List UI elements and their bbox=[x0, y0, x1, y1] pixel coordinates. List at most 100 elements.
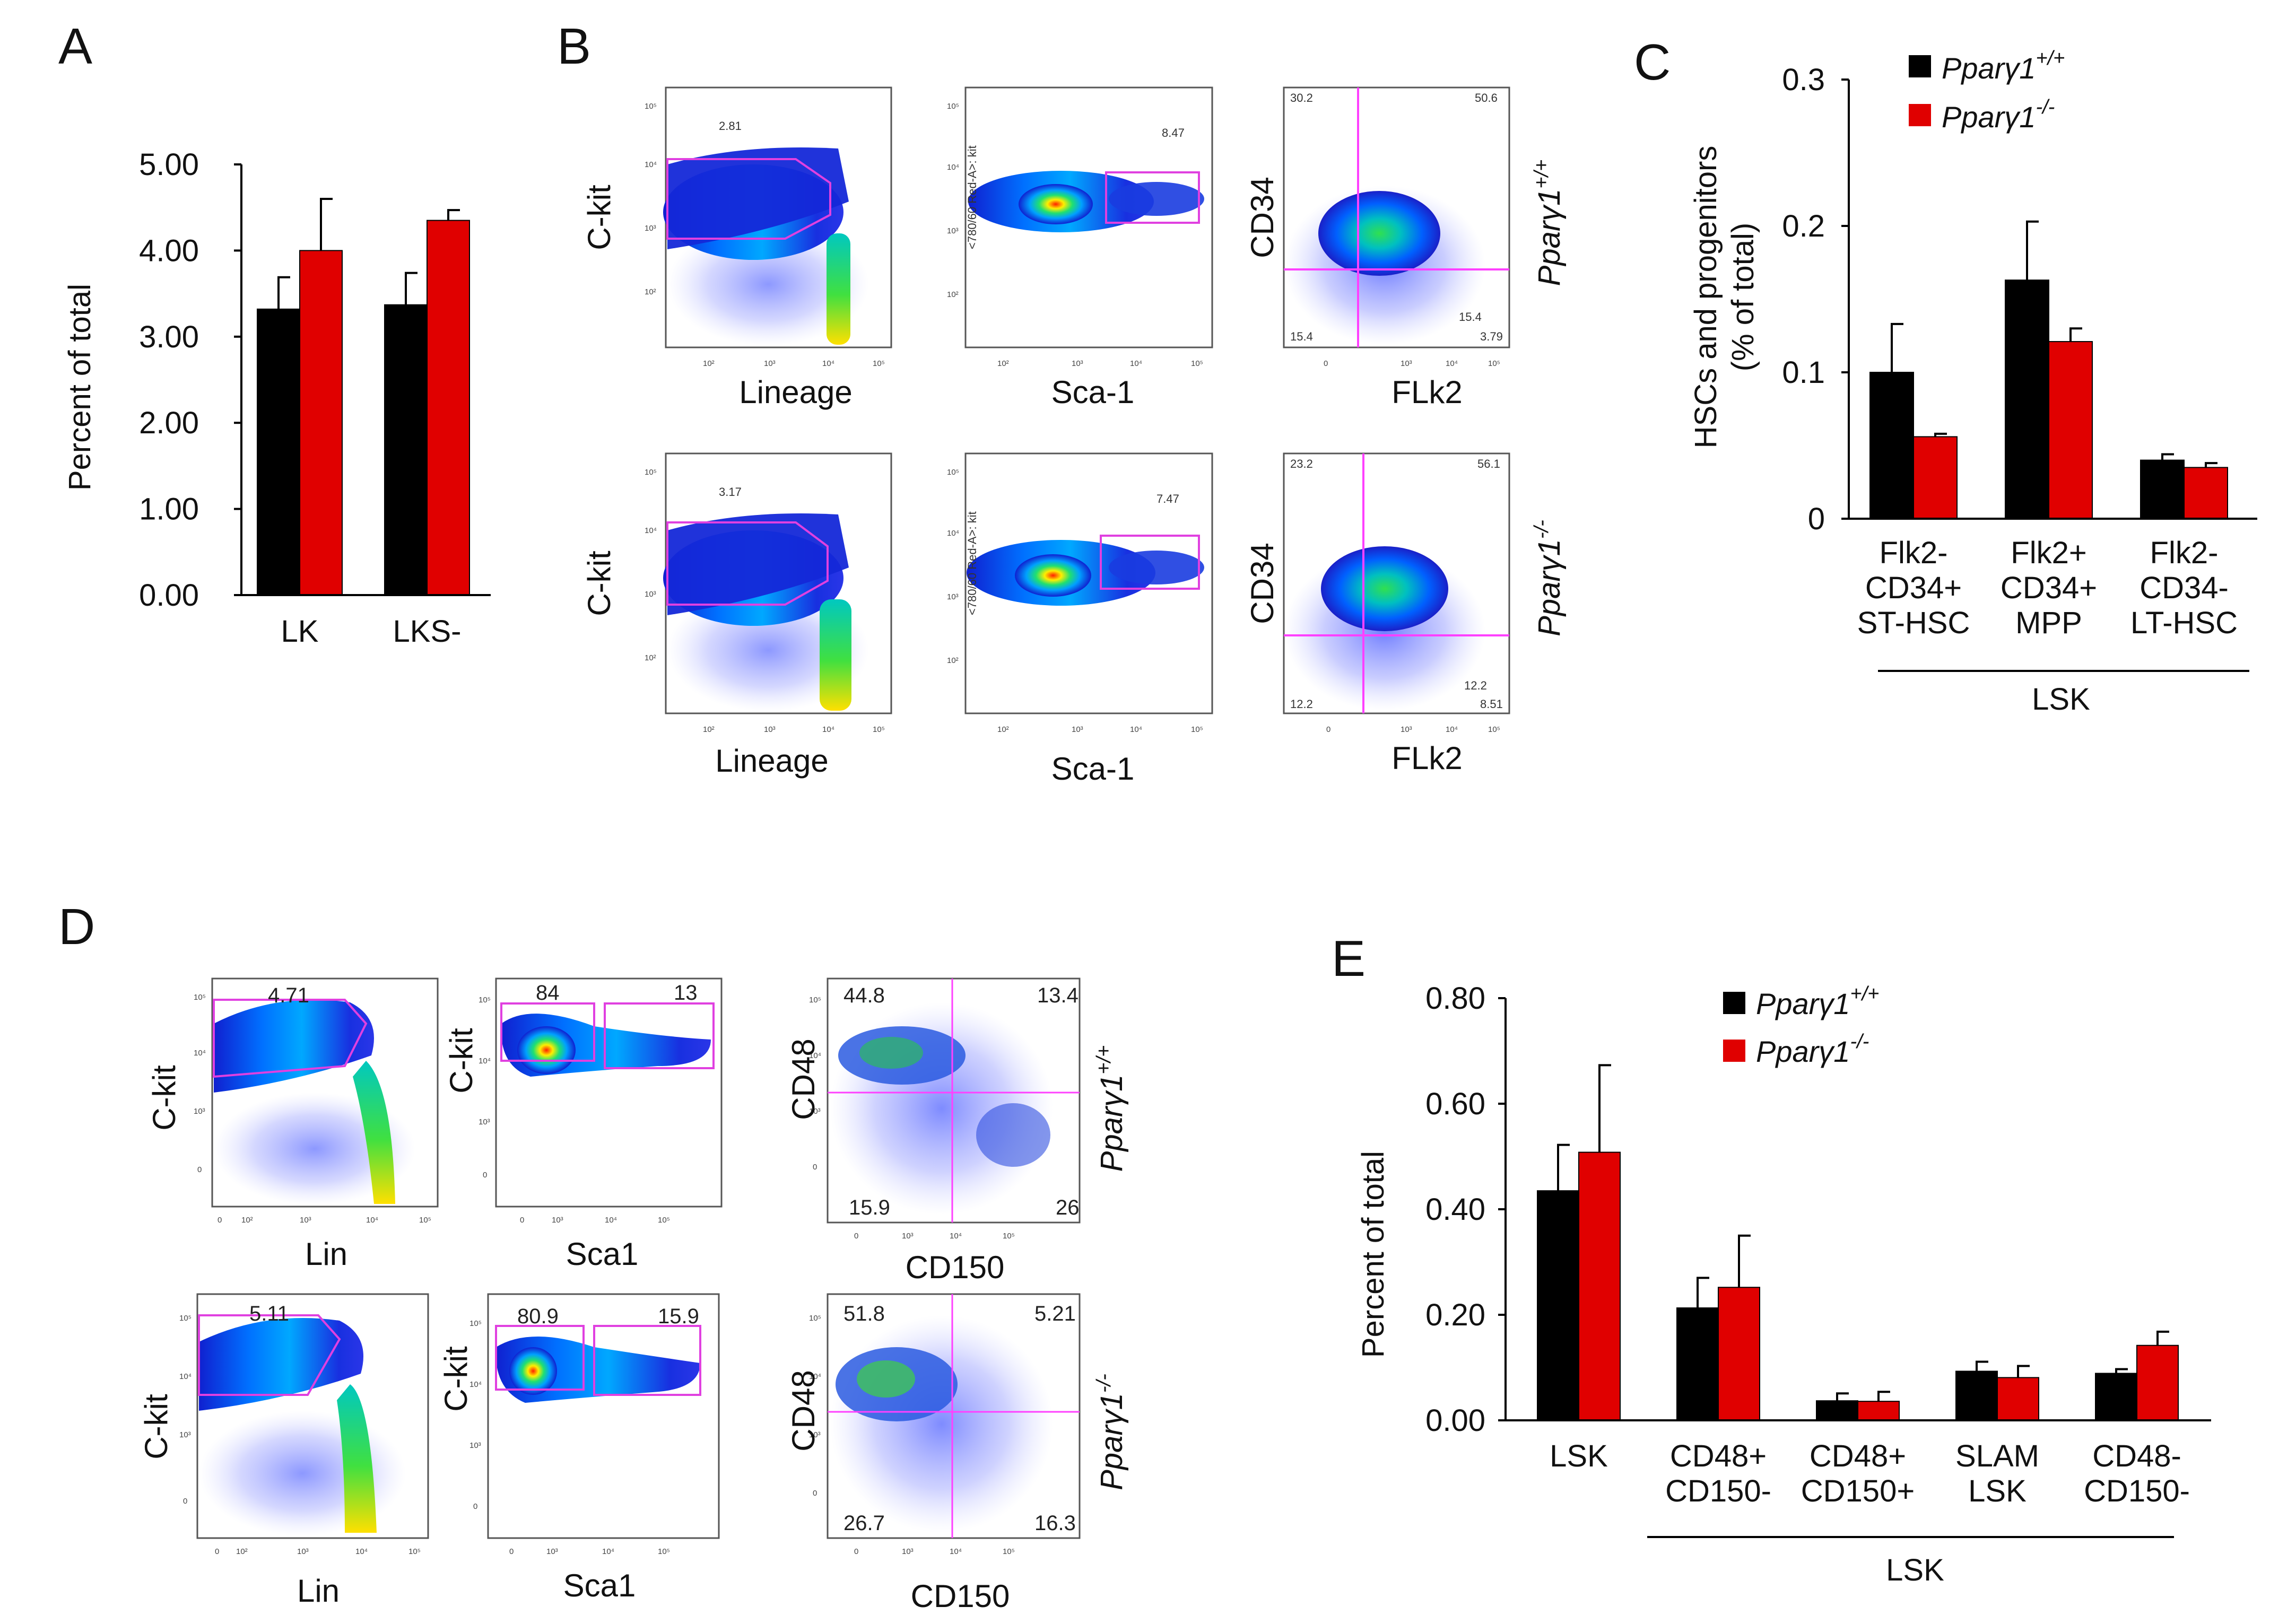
chart-a: Percent of total 0.00 1.00 2.00 3.00 4.00 5.0… bbox=[63, 147, 491, 649]
tick-label: 10⁴ bbox=[366, 1216, 378, 1225]
quadrant-tr-value: 50.6 bbox=[1475, 91, 1498, 104]
tick-label: 10² bbox=[703, 359, 715, 368]
x-category-label: Flk2+ bbox=[2011, 536, 2086, 570]
tick-label: 10³ bbox=[300, 1216, 311, 1225]
y-tick-label: 4.00 bbox=[139, 233, 199, 268]
quadrant-tr-value: 13.4 bbox=[1037, 984, 1079, 1007]
bar bbox=[2005, 280, 2049, 519]
tick-label: 10⁵ bbox=[419, 1216, 431, 1225]
x-category-label: CD34- bbox=[2140, 571, 2229, 605]
dense-core bbox=[857, 1360, 915, 1398]
tick-label: 10⁵ bbox=[947, 468, 959, 477]
plot-frame bbox=[487, 1293, 720, 1539]
chart-c-ylabel-line1: HSCs and progenitors bbox=[1689, 146, 1723, 449]
flow-b-row1-flk2-plot: 30.2 50.6 15.4 15.4 3.79 0 10³ 10⁴ 10⁵ F… bbox=[1245, 86, 1567, 410]
tick-label: 10⁴ bbox=[605, 1216, 617, 1225]
sca1-gate-lsk-neg bbox=[495, 1325, 585, 1391]
lineage-ylabel: C-kit bbox=[581, 185, 617, 250]
tick-label: 0 bbox=[473, 1502, 477, 1511]
dense-tail bbox=[1109, 551, 1204, 584]
tick-label: 10⁵ bbox=[179, 1314, 192, 1323]
sca1-gate-value: 8.47 bbox=[1162, 126, 1185, 139]
chart-e-legend: Pparγ1+/+ Pparγ1-/- bbox=[1723, 983, 1879, 1068]
chart-e-xticks: LSK CD48+CD150-CD48+CD150+SLAMLSKCD48-CD1… bbox=[1550, 1439, 2190, 1508]
tick-label: 10⁵ bbox=[479, 996, 491, 1005]
tick-label: 10² bbox=[997, 359, 1009, 368]
x-category-label: CD150- bbox=[2084, 1474, 2190, 1508]
y-tick-label: 0.20 bbox=[1425, 1298, 1485, 1332]
sca1-gate1-value: 84 bbox=[536, 981, 560, 1005]
tick-label: 10³ bbox=[1072, 359, 1083, 368]
plot-frame bbox=[495, 977, 723, 1208]
legend-e-ko-label: Pparγ1-/- bbox=[1756, 1031, 1869, 1068]
tick-label: 10³ bbox=[1072, 725, 1083, 734]
quadrant-tl-value: 30.2 bbox=[1290, 91, 1313, 104]
tick-label: 10⁴ bbox=[822, 725, 834, 734]
x-category-label: LSK bbox=[1968, 1474, 2027, 1508]
lineage-gate bbox=[198, 1314, 341, 1396]
lineage-gate-value: 4.71 bbox=[268, 984, 309, 1007]
dense-population bbox=[1318, 191, 1440, 276]
tick-label: 10⁴ bbox=[822, 359, 834, 368]
x-category-label: CD34+ bbox=[1865, 571, 1962, 605]
legend-c-wt-label: Pparγ1+/+ bbox=[1942, 47, 2065, 85]
tick-label: 0 bbox=[854, 1232, 858, 1241]
tick-label: 10⁵ bbox=[809, 1314, 821, 1323]
tick-label: 10⁴ bbox=[947, 529, 959, 538]
lineage-xlabel: Lineage bbox=[715, 743, 829, 779]
tick-label: 0 bbox=[183, 1497, 187, 1506]
y-tick-label: 0.2 bbox=[1782, 209, 1825, 243]
chart-c-xticks: Flk2-CD34+ST-HSCFlk2+CD34+MPPFlk2-CD34-L… bbox=[1857, 536, 2238, 640]
legend-c-ko-swatch bbox=[1909, 104, 1931, 126]
quadrant-bl-value: 26.7 bbox=[843, 1512, 885, 1535]
bar bbox=[2140, 459, 2185, 519]
tick-label: 0 bbox=[854, 1547, 858, 1556]
tick-label: 10⁴ bbox=[355, 1547, 368, 1556]
sca1-gate2-value: 13 bbox=[674, 981, 698, 1005]
y-tick-label: 0 bbox=[1808, 502, 1825, 536]
bar bbox=[2136, 1344, 2179, 1421]
tick-label: 0 bbox=[813, 1163, 817, 1172]
y-tick-label: 0.00 bbox=[139, 578, 199, 613]
tick-label: 10³ bbox=[1401, 725, 1412, 734]
genotype-label-d-row1: Pparγ1+/+ bbox=[1093, 1045, 1129, 1172]
tick-label: 10² bbox=[645, 653, 656, 662]
tick-label: 10² bbox=[997, 725, 1009, 734]
event-band bbox=[667, 147, 849, 249]
tick-label: 10⁵ bbox=[809, 996, 821, 1005]
tick-label: 10⁵ bbox=[873, 359, 885, 368]
tick-label: 10³ bbox=[479, 1117, 490, 1127]
tick-label: 10³ bbox=[297, 1547, 309, 1556]
tick-label: 10⁵ bbox=[1488, 359, 1500, 368]
y-tick-label: 5.00 bbox=[139, 147, 199, 182]
quadrant-tl-value: 44.8 bbox=[843, 984, 885, 1007]
panel-label-b: B bbox=[557, 18, 591, 75]
chart-a-yticks: 0.00 1.00 2.00 3.00 4.00 5.00 bbox=[139, 147, 241, 613]
flow-b-row2-lineage-plot: 3.17 10⁵ 10⁴ 10³ 10² 10² 10³ 10⁴ 10⁵ Lin… bbox=[581, 452, 892, 779]
tick-label: 10³ bbox=[194, 1107, 205, 1116]
tick-label: 10⁴ bbox=[1446, 359, 1458, 368]
tick-label: 10⁴ bbox=[179, 1372, 192, 1381]
tick-label: 10³ bbox=[902, 1232, 914, 1241]
sca1-ylabel-small: <780/60 Red-A>: kit bbox=[966, 145, 979, 249]
x-category-label: CD48- bbox=[2092, 1439, 2181, 1473]
tick-label: 10⁴ bbox=[950, 1232, 962, 1241]
y-tick-label: 1.00 bbox=[139, 492, 199, 527]
sca1-gate2-value: 15.9 bbox=[658, 1305, 699, 1328]
bar bbox=[384, 304, 428, 596]
tick-label: 10³ bbox=[764, 359, 776, 368]
tick-label: 10⁵ bbox=[408, 1547, 421, 1556]
lin-xlabel: Lin bbox=[297, 1573, 340, 1609]
sca1-gate bbox=[1100, 535, 1200, 590]
event-band bbox=[667, 513, 849, 615]
lineage-xlabel: Lineage bbox=[739, 374, 853, 410]
legend-e-ko-swatch bbox=[1723, 1040, 1745, 1062]
quadrant-bl-value: 15.4 bbox=[1290, 330, 1313, 343]
tick-label: 10⁴ bbox=[645, 526, 657, 535]
sca1-xlabel: Sca-1 bbox=[1051, 374, 1135, 410]
bar bbox=[2184, 467, 2228, 520]
tick-label: 0 bbox=[509, 1547, 514, 1556]
tick-label: 10⁴ bbox=[469, 1380, 482, 1389]
bar bbox=[1537, 1190, 1579, 1421]
